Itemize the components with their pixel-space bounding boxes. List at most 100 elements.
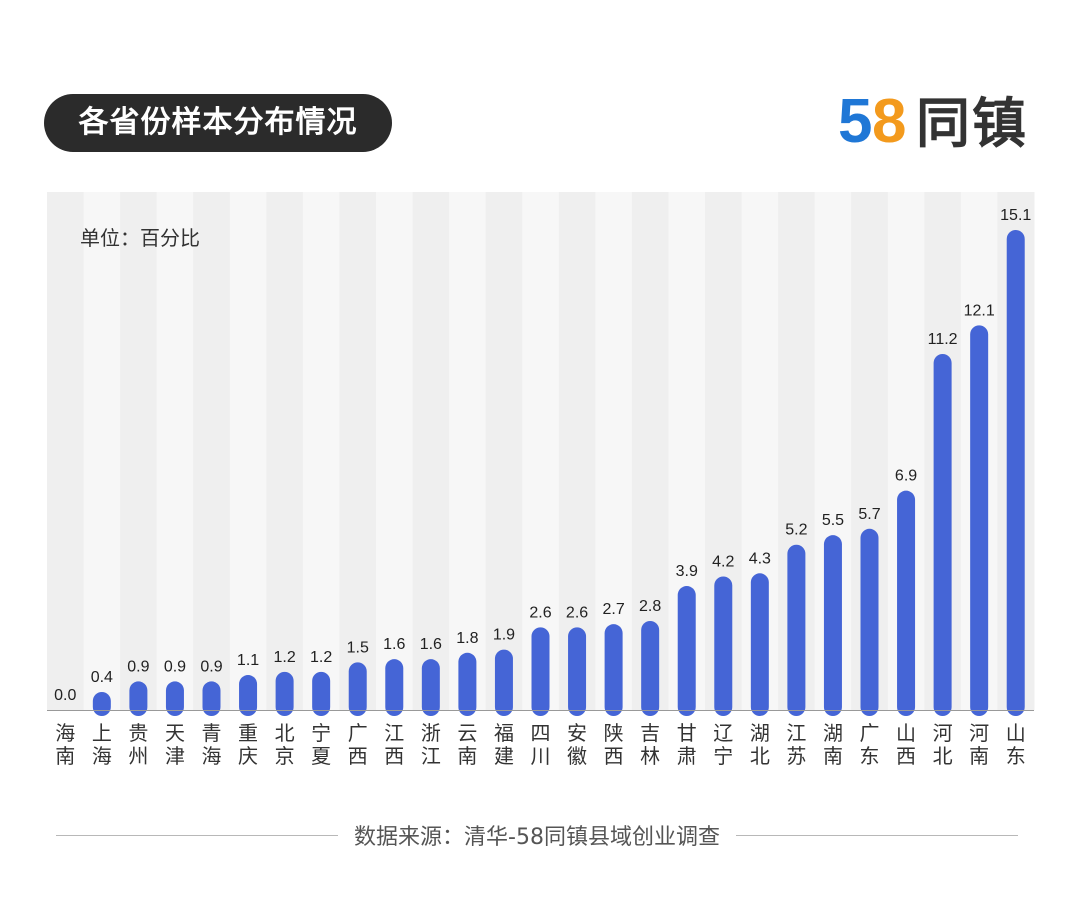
category-label: 宁 [713,744,733,768]
value-label: 12.1 [964,302,995,319]
category-label: 川 [531,744,551,768]
category-label: 南 [457,744,477,768]
category-label: 南 [823,744,843,768]
category-label: 江 [786,721,806,745]
category-label: 浙 [421,721,441,745]
category-label: 广 [348,721,368,745]
value-label: 0.9 [164,658,186,675]
category-label: 夏 [311,744,331,768]
bar-广西 [348,662,367,716]
bar-贵州 [129,681,148,716]
category-label: 福 [494,721,514,745]
value-label: 4.3 [749,550,771,567]
stripe-8 [339,192,377,710]
category-label: 东 [860,744,880,768]
stripe-9 [376,192,414,710]
stripe-15 [595,192,633,710]
value-label: 2.7 [602,601,624,618]
category-label: 海 [55,721,75,745]
category-label: 四 [531,721,551,745]
category-label: 湖 [750,721,770,745]
stripe-3 [156,192,194,710]
value-label: 0.4 [91,669,113,686]
category-label: 云 [457,721,477,745]
bars [92,230,1025,716]
category-label: 西 [348,744,368,768]
category-label: 江 [384,721,404,745]
category-label: 京 [275,744,295,768]
value-label: 15.1 [1000,207,1031,224]
bar-甘肃 [677,586,696,716]
category-label: 贵 [128,721,148,745]
value-label: 1.2 [310,649,332,666]
stripe-6 [266,192,304,710]
value-label: 0.9 [127,658,149,675]
logo-eight: 8 [872,87,907,156]
value-label: 11.2 [928,331,958,348]
stripe-13 [522,192,560,710]
category-label: 南 [969,744,989,768]
value-label: 1.6 [420,636,442,653]
stripe-4 [193,192,231,710]
value-label: 1.1 [237,652,259,669]
category-label: 北 [750,744,770,768]
bar-重庆 [239,675,258,716]
category-label: 海 [92,744,112,768]
bar-陕西 [604,624,623,716]
stripe-11 [449,192,487,710]
value-label: 5.5 [822,512,844,529]
category-label: 甘 [677,721,697,745]
value-label: 1.8 [456,630,478,647]
category-label: 西 [896,744,916,768]
value-label: 0.9 [200,658,222,675]
category-label: 北 [275,721,295,745]
bar-山东 [1006,230,1025,716]
value-labels: 0.0 0.4 0.9 0.9 0.9 1.1 1.2 1.2 1.5 1.6 1.6 1.8 1.9 2… [54,207,1031,704]
value-label: 3.9 [676,563,698,580]
value-label: 2.6 [566,604,588,621]
category-label: 江 [421,744,441,768]
stripe-14 [558,192,596,710]
category-label: 天 [165,721,185,745]
value-label: 1.5 [347,639,369,656]
bar-云南 [458,652,477,716]
stripe-5 [229,192,267,710]
category-label: 西 [604,744,624,768]
bar-chart: 0.0 0.4 0.9 0.9 0.9 1.1 1.2 1.2 1.5 1.6 1.6 1.8 1.9 2… [47,192,1035,768]
category-label: 河 [969,721,989,745]
bar-吉林 [641,620,660,716]
category-label: 广 [860,721,880,745]
bar-北京 [275,671,294,716]
category-label: 州 [128,744,148,768]
category-label: 林 [640,744,660,768]
source-line-left [56,834,339,836]
value-label: 5.7 [858,506,880,523]
value-label: 2.6 [529,604,551,621]
stripe-2 [120,192,158,710]
unit-label: 单位：百分比 [80,226,200,250]
category-label: 徽 [567,744,587,768]
value-label: 1.9 [493,627,515,644]
bar-山西 [897,490,916,716]
bar-宁夏 [312,671,331,716]
category-label: 海 [202,744,222,768]
bar-福建 [494,649,513,716]
stripe-12 [485,192,523,710]
bar-河南 [970,325,989,716]
category-label: 西 [384,744,404,768]
stripe-0 [47,192,85,710]
bar-广东 [860,528,879,716]
category-labels: 海南上海贵州天津青海重庆北京宁夏广西江西浙江云南福建四川安徽陕西吉林甘肃辽宁湖北… [55,721,1025,768]
category-label: 东 [1006,744,1026,768]
category-label: 苏 [786,744,806,768]
category-label: 陕 [604,721,624,745]
value-label: 5.2 [785,522,807,539]
category-label: 辽 [713,721,733,745]
brand-logo: 5 8 同镇 [838,87,1028,156]
bar-江西 [385,659,404,716]
category-label: 重 [238,721,258,745]
bar-湖北 [750,573,769,716]
logo-five: 5 [838,87,873,156]
bar-江苏 [787,544,806,716]
category-label: 宁 [311,721,331,745]
